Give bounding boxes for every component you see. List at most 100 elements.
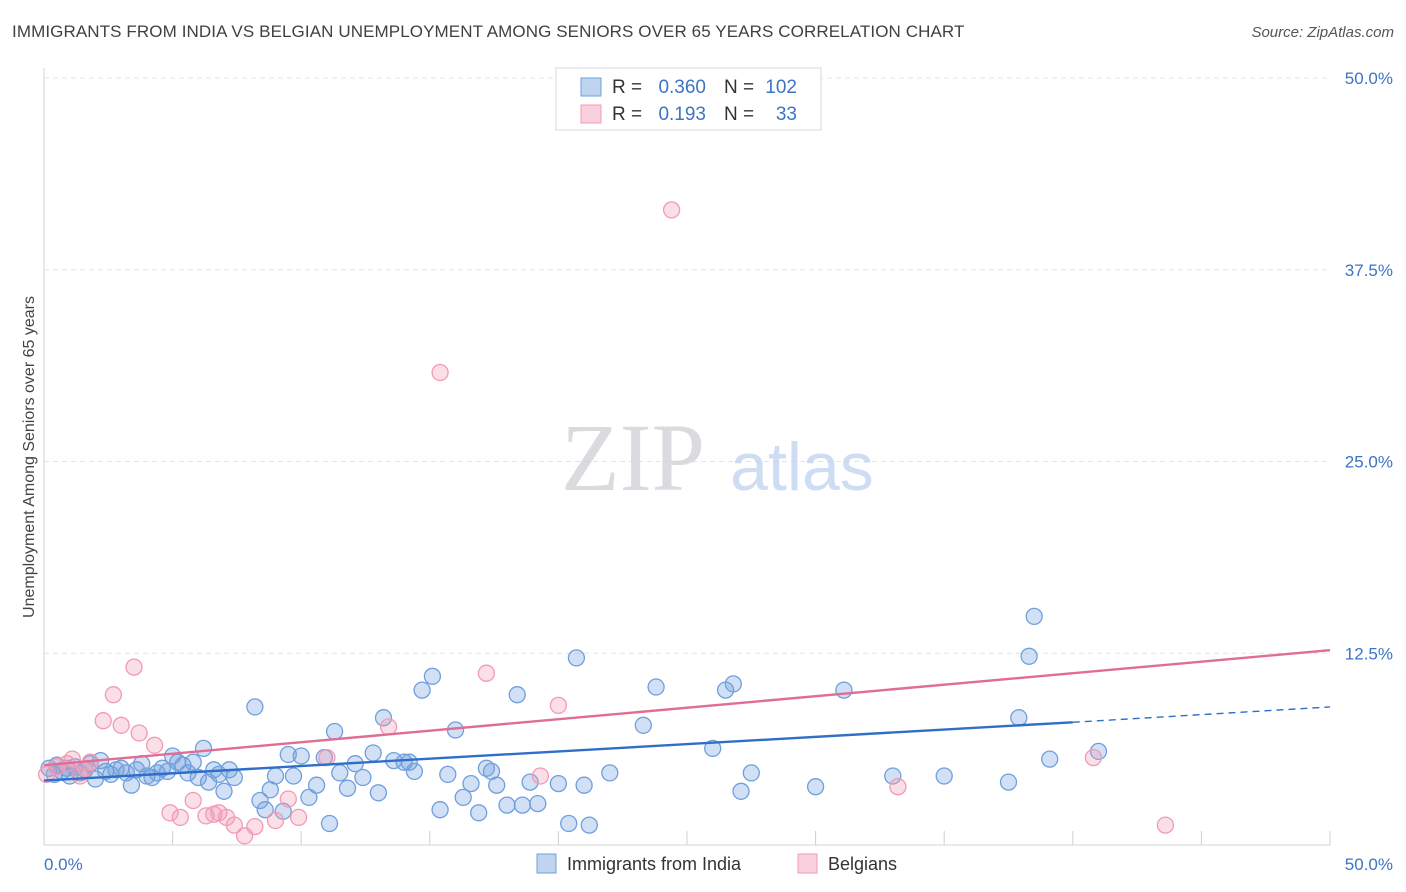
grid-lines xyxy=(44,77,1330,654)
belgians-data-point xyxy=(184,791,202,810)
india-data-point xyxy=(634,716,652,734)
india-data-point xyxy=(194,739,213,758)
india-data-point xyxy=(462,774,480,793)
belgians-data-point xyxy=(130,724,148,742)
belgians-data-point xyxy=(161,804,179,822)
bottom-legend: Immigrants from India Belgians xyxy=(536,853,897,874)
belgians-data-point xyxy=(225,816,243,834)
legend-r-value: 0.193 xyxy=(658,104,706,125)
belgians-data-point xyxy=(889,778,907,796)
y-tick-label: 37.5% xyxy=(1345,261,1393,280)
belgians-data-point xyxy=(266,811,285,830)
source-label: Source: ZipAtlas.com xyxy=(1251,24,1394,41)
y-tick-label: 12.5% xyxy=(1345,644,1393,663)
watermark-zip: ZIP xyxy=(561,404,705,511)
belgians-data-point xyxy=(104,686,123,704)
india-data-point xyxy=(251,791,269,810)
india-data-point xyxy=(374,709,393,727)
series-belgians-points xyxy=(37,201,1175,845)
india-data-point xyxy=(184,753,202,771)
india-data-point xyxy=(647,678,665,696)
india-data-point xyxy=(806,778,825,796)
belgians-data-point xyxy=(477,664,496,682)
belgians-data-point xyxy=(145,736,164,754)
belgians-trend-line xyxy=(43,648,1331,767)
india-data-point xyxy=(405,762,424,781)
india-data-point xyxy=(477,759,496,777)
india-data-point xyxy=(521,773,539,791)
india-data-point xyxy=(732,782,750,800)
belgians-data-point xyxy=(549,696,568,715)
india-data-point xyxy=(431,801,449,819)
belgians-data-point xyxy=(1084,748,1103,767)
legend-swatch-india xyxy=(580,77,602,97)
india-data-point xyxy=(122,776,141,794)
india-data-point xyxy=(999,773,1018,791)
belgians-data-point xyxy=(289,808,308,827)
india-data-point xyxy=(724,675,742,693)
india-data-point xyxy=(560,814,578,833)
belgians-data-point xyxy=(125,658,143,676)
india-trend-extension xyxy=(1072,706,1331,723)
india-data-point xyxy=(529,794,547,813)
india-data-point xyxy=(935,767,953,785)
india-data-point xyxy=(1025,607,1043,626)
india-data-point xyxy=(470,804,488,822)
belgians-data-point xyxy=(112,716,130,734)
y-tick-label: 50.0% xyxy=(1345,69,1393,88)
data-points xyxy=(37,201,1175,845)
watermark-atlas: atlas xyxy=(730,429,874,505)
india-data-point xyxy=(292,747,310,765)
india-data-point xyxy=(413,681,431,699)
legend-r-value: 0.360 xyxy=(658,77,706,98)
bottom-legend-swatch-india xyxy=(536,853,557,874)
legend-n-value: 102 xyxy=(765,77,797,98)
india-data-point xyxy=(369,784,388,802)
trend-lines xyxy=(43,648,1331,782)
india-data-point xyxy=(884,767,902,785)
y-tick-label: 25.0% xyxy=(1345,453,1393,472)
india-data-point xyxy=(354,768,372,787)
india-data-point xyxy=(1020,647,1038,665)
india-data-point xyxy=(225,768,243,787)
india-data-point xyxy=(320,814,339,833)
india-data-point xyxy=(835,681,853,699)
india-data-point xyxy=(331,764,349,782)
belgians-data-point xyxy=(379,718,398,736)
belgians-data-point xyxy=(279,790,297,808)
india-data-point xyxy=(284,767,303,785)
india-data-point xyxy=(575,776,593,794)
legend-r-label: R = xyxy=(612,104,642,125)
india-data-point xyxy=(1041,750,1059,768)
axes: 12.5% 25.0% 37.5% 50.0% 0.0% 50.0% xyxy=(43,68,1393,874)
legend-n-label: N = xyxy=(724,104,754,125)
india-data-point xyxy=(508,686,526,704)
india-data-point xyxy=(300,788,318,807)
india-data-point xyxy=(601,764,619,782)
india-data-point xyxy=(153,759,171,777)
india-data-point xyxy=(400,753,418,771)
bottom-legend-swatch-belgians xyxy=(797,853,818,874)
india-data-point xyxy=(513,796,532,814)
belgians-data-point xyxy=(171,808,189,827)
legend-swatch-belgians xyxy=(580,104,602,124)
india-data-point xyxy=(338,779,357,797)
india-data-point xyxy=(1010,709,1028,727)
india-data-point xyxy=(742,764,760,782)
legend-r-label: R = xyxy=(612,77,642,98)
india-data-point xyxy=(567,649,586,667)
india-data-point xyxy=(704,739,722,758)
india-data-point xyxy=(439,765,457,784)
legend-n-label: N = xyxy=(724,77,754,98)
india-data-point xyxy=(246,698,264,716)
india-trend-line xyxy=(43,721,1073,782)
bottom-legend-label-belgians: Belgians xyxy=(828,854,897,874)
india-data-point xyxy=(580,816,598,834)
belgians-data-point xyxy=(1156,816,1175,834)
belgians-data-point xyxy=(662,201,681,219)
india-data-point xyxy=(279,745,297,764)
bottom-legend-label-india: Immigrants from India xyxy=(567,854,742,874)
india-data-point xyxy=(364,744,382,762)
india-data-point xyxy=(307,776,326,794)
